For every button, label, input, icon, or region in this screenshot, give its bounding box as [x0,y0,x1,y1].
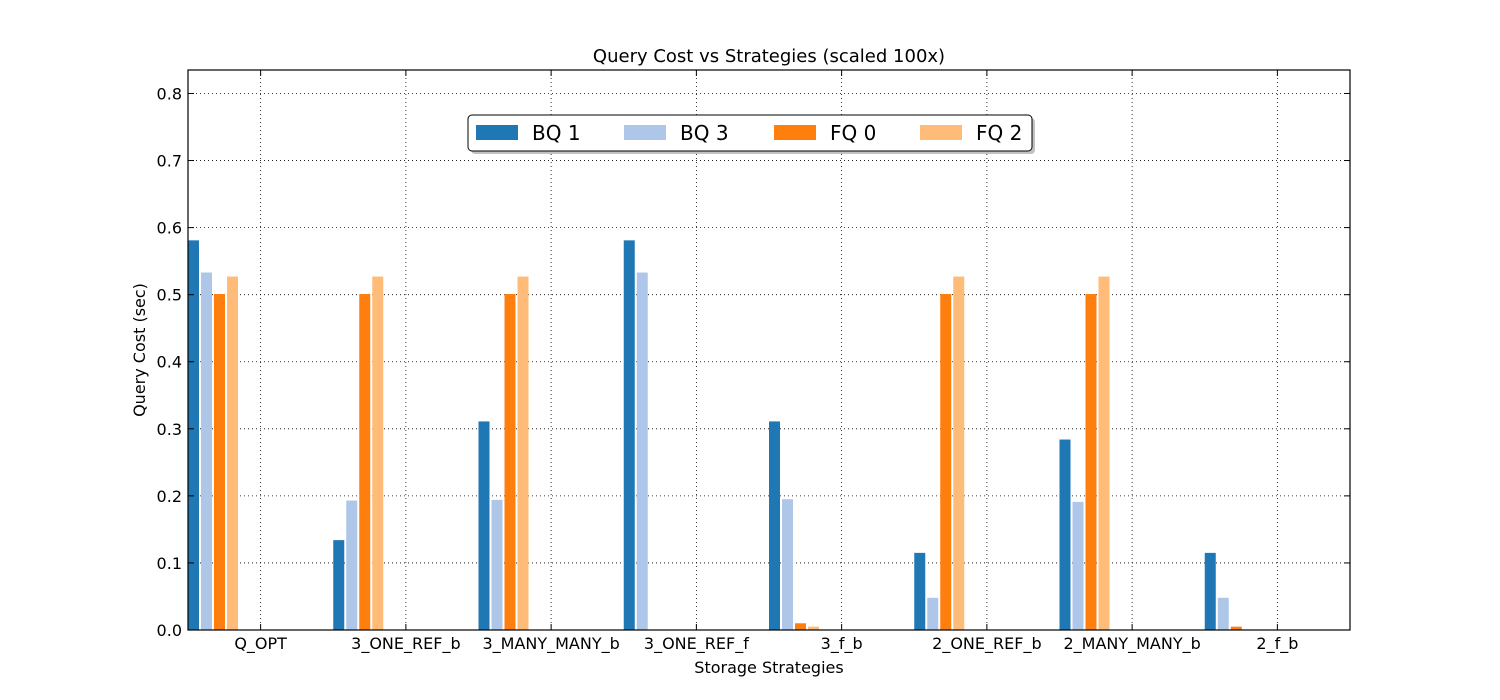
bar-fq-2-2_one_ref_b [953,276,965,630]
x-tick-label: 3_ONE_REF_f [644,634,749,654]
x-tick-label: 2_f_b [1256,634,1298,654]
bar-bq-1-3_one_ref_f [623,240,635,631]
plot-frame [187,69,1351,631]
bar-bq-1-2_f_b [1204,552,1216,630]
ticks: 0.0 0.1 0.2 0.3 0.4 0.5 0.6 0.7 0.8 Q_OPT 3_ONE_RE… [157,70,1350,654]
y-tick-label: 0.4 [157,353,182,372]
bar-bq-1-2_many_many_b [1059,439,1071,630]
legend-swatch [774,125,816,140]
legend-label: BQ 1 [532,121,581,145]
y-tick-label: 0.7 [157,152,182,171]
x-tick-label: 3_ONE_REF_b [351,634,460,654]
bar-fq-0-2_many_many_b [1085,294,1097,630]
y-tick-label: 0.0 [157,621,182,640]
y-tick-label: 0.3 [157,420,182,439]
bar-bq-3-q_opt [201,272,212,630]
x-tick-label: Q_OPT [234,634,287,654]
y-tick-label: 0.2 [157,487,182,506]
x-tick-label: 3_MANY_MANY_b [482,634,619,654]
y-axis-label: Query Cost (sec) [130,283,149,417]
bar-bq-3-3_f_b [782,499,793,630]
x-tick-label: 2_MANY_MANY_b [1063,634,1200,654]
legend-swatch [920,125,962,140]
bar-bq-1-3_f_b [769,421,780,630]
x-tick-label: 3_f_b [821,634,863,654]
legend-swatch [476,125,518,140]
legend-label: BQ 3 [680,121,729,145]
bar-fq-2-3_one_ref_b [372,276,384,630]
bar-fq-0-q_opt [214,294,225,630]
bar-fq-2-3_f_b [808,626,819,630]
bar-bq-3-3_many_many_b [491,499,503,630]
bar-bq-3-2_many_many_b [1072,501,1084,630]
legend-label: FQ 0 [830,121,876,145]
bar-fq-0-3_one_ref_b [359,294,371,630]
bar-bq-3-2_f_b [1217,597,1229,630]
y-tick-label: 0.6 [157,219,182,238]
x-tick-label: 2_ONE_REF_b [932,634,1041,654]
bar-fq-2-2_many_many_b [1098,276,1110,630]
legend-swatch [624,125,666,140]
y-tick-label: 0.1 [157,554,182,573]
bar-bq-3-2_one_ref_b [927,597,939,630]
y-tick-label: 0.5 [157,286,182,305]
bar-fq-0-2_one_ref_b [940,294,952,630]
bar-bq-1-q_opt [188,240,199,631]
bar-bq-1-2_one_ref_b [914,552,926,630]
y-tick-label: 0.8 [157,84,182,103]
bars [188,240,1242,631]
bar-bq-1-3_many_many_b [478,421,490,630]
bar-fq-0-3_many_many_b [504,294,516,630]
bar-fq-2-q_opt [227,276,238,630]
legend: BQ 1 BQ 3 FQ 0 FQ 2 [467,114,1035,154]
bar-bq-3-3_one_ref_b [346,500,358,630]
bar-fq-2-3_many_many_b [517,276,529,630]
legend-label: FQ 2 [976,121,1022,145]
legend-box [467,114,1033,152]
bar-fq-0-3_f_b [795,623,806,630]
bar-bq-1-3_one_ref_b [333,540,345,630]
x-axis-label: Storage Strategies [694,658,843,677]
bar-fq-0-2_f_b [1230,626,1242,630]
bar-bq-3-3_one_ref_f [636,272,648,630]
chart-title: Query Cost vs Strategies (scaled 100x) [593,46,945,67]
